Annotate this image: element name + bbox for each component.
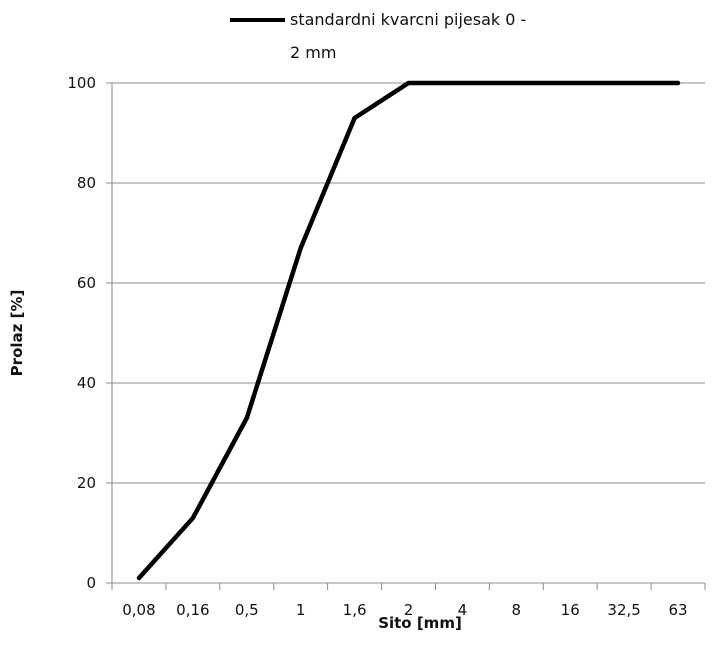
series-line-0 <box>136 80 681 581</box>
x-tick-label: 32,5 <box>607 601 640 619</box>
series-layer <box>136 80 681 581</box>
y-axis-title: Prolaz [%] <box>8 290 26 377</box>
grid-lines <box>112 82 705 484</box>
x-axis-title: Sito [mm] <box>378 614 462 632</box>
x-tick-labels: 0,08 0,16 0,5 1 1,6 2 4 8 16 32,5 63 <box>122 601 687 619</box>
y-tick-labels: 0 20 40 60 80 100 <box>67 74 96 592</box>
x-tick-label: 63 <box>668 601 687 619</box>
y-tick-label: 40 <box>77 374 96 392</box>
y-tick-label: 100 <box>67 74 96 92</box>
y-tick-label: 20 <box>77 474 96 492</box>
x-tick-label: 0,16 <box>176 601 209 619</box>
y-tick-label: 60 <box>77 274 96 292</box>
legend-label-line-1: standardni kvarcni pijesak 0 - <box>290 10 526 29</box>
y-tick-label: 80 <box>77 174 96 192</box>
x-tick-label: 0,5 <box>235 601 259 619</box>
legend: standardni kvarcni pijesak 0 - 2 mm <box>230 10 526 62</box>
legend-label-line-2: 2 mm <box>290 43 336 62</box>
y-tick-label: 0 <box>86 574 96 592</box>
axes <box>106 82 706 590</box>
x-tick-label: 1 <box>296 601 306 619</box>
x-tick-label: 1,6 <box>343 601 367 619</box>
x-tick-label: 2 <box>404 601 414 619</box>
x-tick-label: 4 <box>458 601 468 619</box>
x-tick-label: 16 <box>561 601 580 619</box>
x-tick-label: 0,08 <box>122 601 155 619</box>
x-tick-label: 8 <box>512 601 522 619</box>
